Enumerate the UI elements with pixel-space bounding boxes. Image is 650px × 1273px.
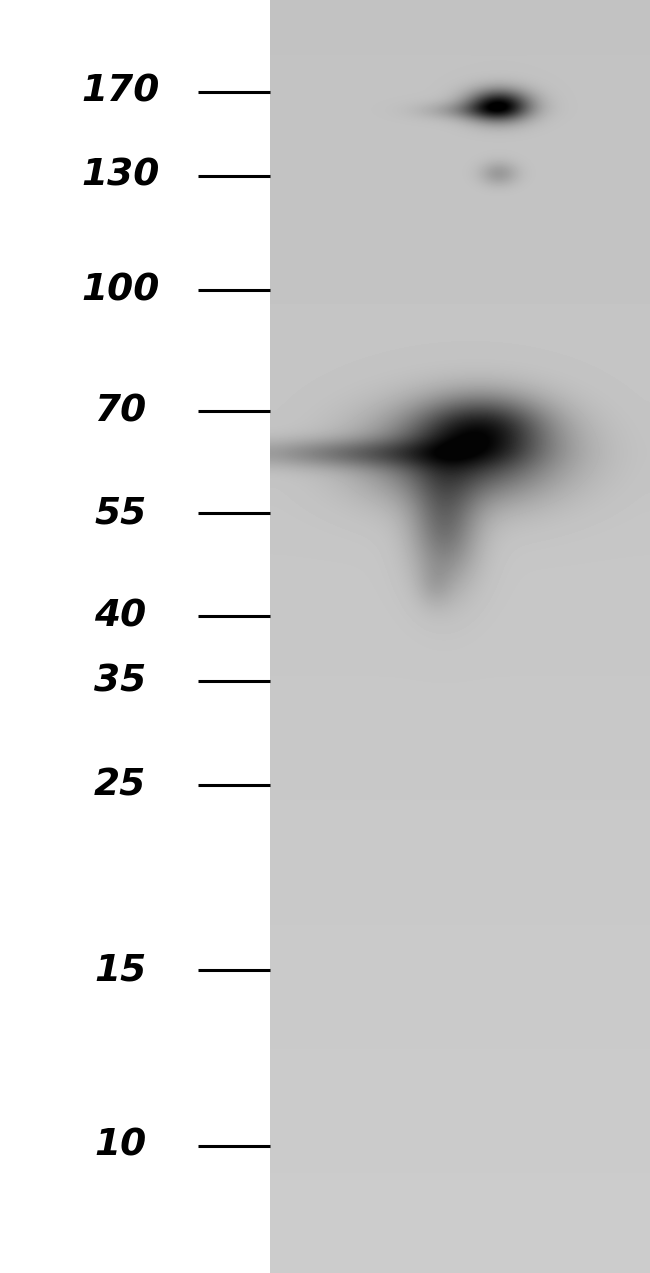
Text: 130: 130 xyxy=(81,158,159,193)
Text: 35: 35 xyxy=(94,663,146,699)
Text: 170: 170 xyxy=(81,74,159,109)
Text: 100: 100 xyxy=(81,272,159,308)
Text: 25: 25 xyxy=(94,768,146,803)
Text: 70: 70 xyxy=(94,393,146,429)
Bar xyxy=(0,0,270,1273)
Text: 55: 55 xyxy=(94,495,146,531)
Text: 10: 10 xyxy=(94,1128,146,1164)
Text: 15: 15 xyxy=(94,952,146,988)
Text: 40: 40 xyxy=(94,598,146,634)
